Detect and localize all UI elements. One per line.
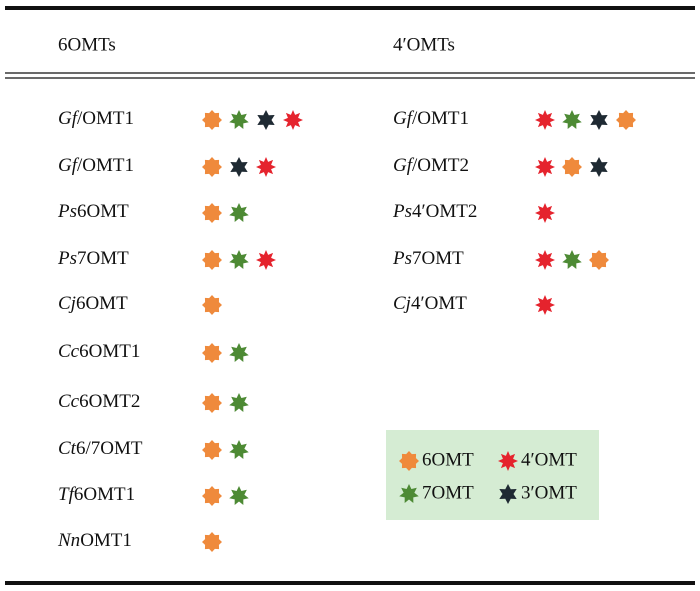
enzyme-name: Tf6OMT1 [58,484,135,505]
star-icon [535,110,555,130]
star-icon [229,203,249,223]
enzyme-name: Ps7OMT [57,248,129,269]
star-icon [499,484,517,504]
star-icon [202,486,222,506]
star-icon [535,203,555,223]
enzyme-suffix: /OMT1 [77,108,134,129]
enzyme-prefix: Gf [58,108,80,129]
star-icon [616,110,636,130]
star-icon [535,157,555,177]
star-icon [229,486,249,506]
star-icon [202,110,222,130]
enzyme-suffix: 7OMT [77,248,129,269]
star-icon [202,203,222,223]
enzyme-prefix: Gf [393,155,415,176]
legend-label: 4′OMT [521,449,577,470]
legend-label: 7OMT [422,482,474,503]
enzyme-name: Ps7OMT [392,248,464,269]
star-icon [535,295,555,315]
legend-box [386,430,599,520]
enzyme-name: Cc6OMT1 [58,341,140,362]
enzyme-name: Ps6OMT [57,201,129,222]
column-header: 6OMTs [58,34,116,55]
enzyme-suffix: 6OMT2 [79,391,140,412]
enzyme-prefix: Gf [58,155,80,176]
enzyme-suffix: 4′OMT [411,293,467,314]
star-icon [229,440,249,460]
enzyme-suffix: 6OMT [77,201,129,222]
star-icon [283,110,303,130]
enzyme-suffix: OMT1 [80,530,132,551]
enzyme-suffix: /OMT1 [412,108,469,129]
star-icon [202,343,222,363]
star-icon [229,393,249,413]
star-icon [399,451,419,471]
enzyme-name: Gf/OMT1 [58,155,134,176]
enzyme-suffix: 6OMT [76,293,128,314]
enzyme-prefix: Ps [392,248,412,269]
enzyme-suffix: 6/7OMT [76,438,143,459]
enzyme-suffix: /OMT1 [77,155,134,176]
enzyme-name: Gf/OMT2 [393,155,469,176]
star-icon [202,295,222,315]
star-icon [229,250,249,270]
star-icon [257,110,275,130]
star-icon [202,250,222,270]
enzyme-name: NnOMT1 [57,530,132,551]
enzyme-name: Ps4′OMT2 [392,201,477,222]
enzyme-prefix: Tf [58,484,77,505]
enzyme-suffix: 7OMT [412,248,464,269]
star-icon [498,451,518,471]
enzyme-name: Ct6/7OMT [58,438,143,459]
enzyme-prefix: Ps [57,248,77,269]
enzyme-suffix: 6OMT1 [74,484,135,505]
star-icon [229,110,249,130]
enzyme-prefix: Ps [392,201,412,222]
legend-label: 3′OMT [521,482,577,503]
star-icon [589,250,609,270]
legend-label: 6OMT [422,449,474,470]
star-icon [256,157,276,177]
enzyme-name: Cc6OMT2 [58,391,140,412]
enzyme-prefix: Cj [393,293,411,314]
enzyme-prefix: Nn [57,530,80,551]
enzyme-name: Cj4′OMT [393,293,467,314]
enzyme-prefix: Gf [393,108,415,129]
star-icon [202,157,222,177]
star-icon [562,250,582,270]
enzyme-suffix: 6OMT1 [79,341,140,362]
enzyme-name: Cj6OMT [58,293,128,314]
enzyme-suffix: 4′OMT2 [412,201,477,222]
enzyme-prefix: Cc [58,341,80,362]
star-icon [202,532,222,552]
enzyme-prefix: Ps [57,201,77,222]
star-icon [229,343,249,363]
star-icon [202,440,222,460]
star-icon [590,110,608,130]
star-icon [230,157,248,177]
star-icon [562,157,582,177]
column-header: 4′OMTs [393,34,455,55]
enzyme-prefix: Ct [58,438,77,459]
star-icon [535,250,555,270]
star-icon [590,157,608,177]
star-icon [256,250,276,270]
enzyme-prefix: Cc [58,391,80,412]
star-icon [562,110,582,130]
enzyme-prefix: Cj [58,293,76,314]
enzyme-name: Gf/OMT1 [393,108,469,129]
star-icon [399,484,419,504]
enzyme-suffix: /OMT2 [412,155,469,176]
star-icon [202,393,222,413]
enzyme-name: Gf/OMT1 [58,108,134,129]
